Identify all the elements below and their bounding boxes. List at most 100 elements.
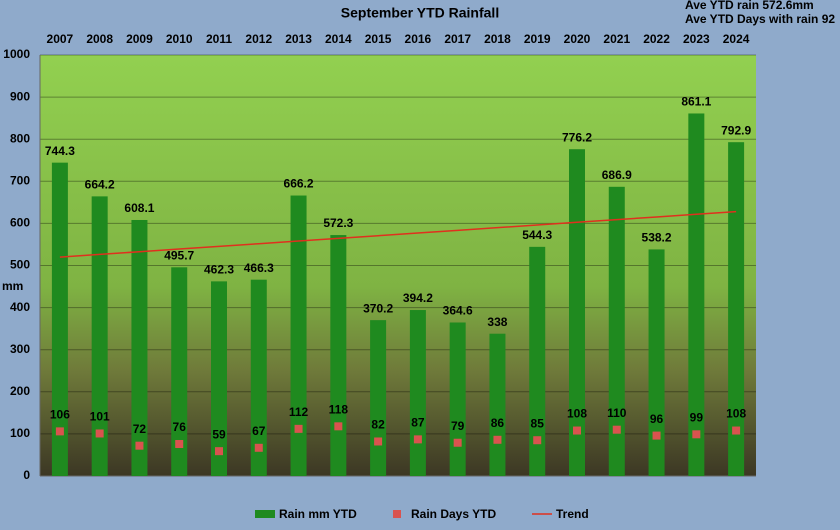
data-label: 106 <box>50 408 70 422</box>
marker <box>453 438 462 447</box>
bar <box>131 219 148 476</box>
x-tick-label: 2021 <box>603 32 630 46</box>
bar <box>529 246 546 476</box>
x-tick-label: 2011 <box>206 32 232 46</box>
x-tick-label: 2012 <box>245 32 272 46</box>
y-tick-label: 500 <box>10 258 30 272</box>
x-tick-label: 2008 <box>86 32 113 46</box>
data-label: 108 <box>567 407 587 421</box>
marker <box>652 431 661 440</box>
bar <box>51 162 68 476</box>
data-label: 370.2 <box>363 301 393 315</box>
marker <box>215 447 223 456</box>
bar <box>449 322 466 476</box>
marker <box>175 440 184 449</box>
data-label: 118 <box>329 402 349 416</box>
marker <box>294 424 303 433</box>
data-label: 686.9 <box>602 168 632 182</box>
data-label: 87 <box>411 416 425 430</box>
bar <box>409 310 426 476</box>
data-label: 666.2 <box>284 177 314 191</box>
bar <box>290 195 307 477</box>
data-label: 59 <box>212 427 226 441</box>
data-label: 67 <box>252 424 266 438</box>
bar <box>648 249 665 476</box>
data-label: 85 <box>531 416 545 430</box>
y-tick-label: 100 <box>10 426 30 440</box>
legend-label: Rain Days YTD <box>411 507 496 521</box>
data-label: 101 <box>90 410 110 424</box>
x-tick-label: 2007 <box>47 32 74 46</box>
data-label: 776.2 <box>562 130 592 144</box>
data-label: 792.9 <box>721 123 751 137</box>
data-label: 664.2 <box>85 178 115 192</box>
marker <box>334 422 343 431</box>
bar <box>211 281 227 476</box>
data-label: 466.3 <box>244 261 274 275</box>
y-tick-label: 900 <box>10 89 30 103</box>
data-label: 72 <box>133 422 147 436</box>
legend-swatch <box>393 510 401 518</box>
y-tick-label: 700 <box>10 173 30 187</box>
x-tick-label: 2023 <box>683 32 710 46</box>
y-tick-label: 300 <box>10 342 30 356</box>
x-tick-label: 2014 <box>325 32 352 46</box>
chart-title: September YTD Rainfall <box>341 5 499 21</box>
data-label: 82 <box>371 418 385 432</box>
y-tick-label: 800 <box>10 131 30 145</box>
data-label: 364.6 <box>443 304 473 318</box>
x-tick-label: 2010 <box>166 32 193 46</box>
x-tick-label: 2017 <box>444 32 471 46</box>
marker <box>612 425 621 434</box>
y-tick-label: 400 <box>10 300 30 314</box>
marker <box>55 427 64 436</box>
data-label: 110 <box>607 406 627 420</box>
marker <box>374 437 383 446</box>
data-label: 79 <box>451 419 465 433</box>
marker <box>135 441 144 450</box>
data-label: 112 <box>289 405 309 419</box>
legend-swatch <box>255 510 275 518</box>
x-tick-label: 2024 <box>723 32 750 46</box>
x-tick-label: 2009 <box>126 32 153 46</box>
x-tick-label: 2022 <box>643 32 670 46</box>
bar <box>171 267 188 476</box>
annotation: Ave YTD Days with rain 92 <box>685 12 835 26</box>
data-label: 544.3 <box>522 228 552 242</box>
marker <box>573 426 581 435</box>
data-label: 96 <box>650 412 664 426</box>
data-label: 538.2 <box>642 231 672 245</box>
bar <box>489 333 506 476</box>
data-label: 572.3 <box>323 216 353 230</box>
marker <box>95 429 104 438</box>
marker <box>413 435 422 444</box>
bar <box>91 196 108 476</box>
bar <box>688 113 705 476</box>
marker <box>533 436 542 445</box>
data-label: 394.2 <box>403 291 433 305</box>
bar <box>728 142 745 477</box>
bar <box>608 186 625 476</box>
data-label: 86 <box>491 416 505 430</box>
data-label: 76 <box>173 420 187 434</box>
marker <box>732 426 741 435</box>
data-label: 338 <box>487 315 507 329</box>
data-label: 462.3 <box>204 263 234 277</box>
x-tick-label: 2013 <box>285 32 312 46</box>
y-tick-label: 200 <box>10 384 30 398</box>
x-tick-label: 2019 <box>524 32 551 46</box>
data-label: 99 <box>690 410 704 424</box>
x-tick-label: 2016 <box>405 32 432 46</box>
data-label: 108 <box>726 407 746 421</box>
plot-area <box>40 55 756 476</box>
y-axis-label: mm <box>2 279 23 293</box>
y-tick-label: 1000 <box>3 47 30 61</box>
y-tick-label: 0 <box>23 468 30 482</box>
bar <box>370 320 387 476</box>
annotation: Ave YTD rain 572.6mm <box>685 0 814 12</box>
data-label: 861.1 <box>681 95 711 109</box>
legend-label: Rain mm YTD <box>279 507 357 521</box>
legend-label: Trend <box>556 507 589 521</box>
marker <box>493 435 502 444</box>
